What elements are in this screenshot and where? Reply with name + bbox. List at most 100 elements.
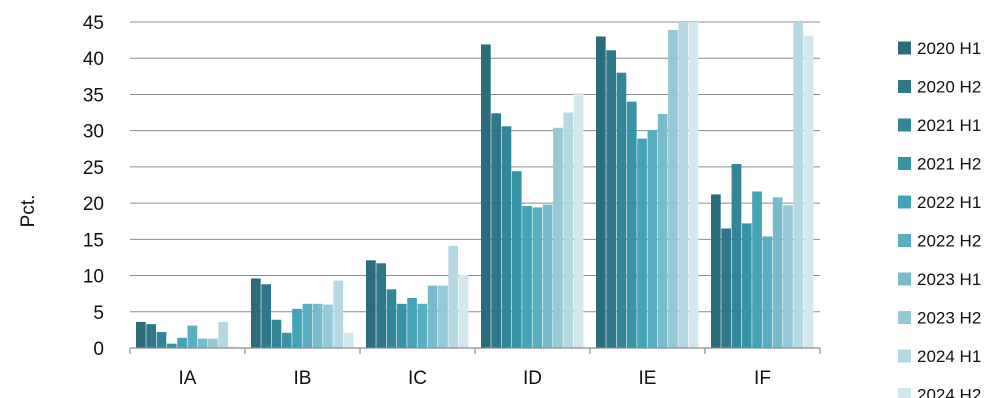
bar-IE-2024-H1 (678, 22, 689, 348)
bar-IA-2022-H1 (177, 337, 187, 348)
legend-item: 2024 H1 (898, 347, 981, 366)
bar-IF-2021-H1 (731, 163, 742, 348)
bar-ID-2021-H1 (501, 126, 512, 348)
y-tick-label: 0 (93, 339, 104, 360)
legend-item: 2021 H2 (898, 155, 981, 174)
bar-IE-2020-H2 (606, 50, 616, 349)
legend-label: 2020 H2 (917, 78, 981, 97)
bar-IC-2020-H2 (376, 263, 386, 348)
bar-ID-2020-H2 (491, 113, 501, 348)
x-tick-label: IC (408, 368, 427, 389)
legend: 2020 H1 2020 H2 2021 H1 2021 H2 2022 H1 2022 … (898, 39, 981, 398)
legend-swatch (898, 311, 911, 324)
bar-ID-2023-H1 (542, 204, 553, 348)
bar-IC-2021-H2 (396, 303, 407, 348)
bar-IF-2023-H1 (772, 197, 783, 348)
bar-IA-2022-H2 (187, 325, 198, 348)
legend-label: 2020 H1 (917, 39, 981, 58)
legend-item: 2020 H1 (898, 39, 981, 58)
bar-IA-2023-H1 (197, 338, 208, 348)
bar-IE-2022-H2 (647, 129, 658, 348)
bar-IA-2024-H1 (218, 321, 229, 348)
legend-swatch (898, 388, 911, 398)
bar-IB-2020-H2 (261, 284, 271, 348)
legend-item: 2023 H1 (898, 270, 981, 289)
legend-label: 2021 H1 (917, 116, 981, 135)
bar-IF-2020-H2 (721, 228, 731, 348)
x-tick-label: IF (754, 368, 771, 389)
bar-IC-2023-H1 (427, 285, 438, 348)
bar-ID-2021-H2 (511, 171, 522, 348)
legend-item: 2023 H2 (898, 309, 981, 328)
y-axis-label: Pct. (18, 195, 39, 228)
y-tick-label: 40 (83, 49, 104, 70)
bar-ID-2024-H2 (573, 92, 584, 349)
y-tick-label: 5 (93, 303, 104, 324)
bar-IF-2023-H2 (783, 205, 793, 348)
bar-IB-2022-H2 (302, 303, 313, 348)
bar-IE-2020-H1 (596, 36, 606, 348)
x-tick-labels: IA IB IC ID IE IF (179, 368, 771, 389)
legend-swatch (898, 80, 911, 93)
bar-IB-2023-H1 (312, 303, 323, 348)
bar-IC-2023-H2 (438, 285, 448, 348)
legend-item: 2024 H2 (898, 386, 981, 398)
x-tick-label: IB (294, 368, 312, 389)
y-tick-label: 20 (83, 194, 104, 215)
bar-IC-2021-H1 (386, 289, 397, 348)
bar-IA-2023-H2 (208, 338, 218, 348)
legend-swatch (898, 157, 911, 170)
y-tick-label: 35 (83, 85, 104, 106)
legend-item: 2022 H2 (898, 232, 981, 251)
bar-IE-2021-H2 (626, 101, 637, 348)
legend-swatch (898, 234, 911, 247)
y-tick-label: 25 (83, 158, 104, 179)
x-tick-label: ID (523, 368, 542, 389)
bar-IC-2024-H2 (458, 274, 469, 348)
bar-IA-2021-H1 (156, 332, 167, 348)
legend-label: 2024 H1 (917, 347, 981, 366)
bar-ID-2020-H1 (481, 44, 491, 349)
x-tick-label: IA (179, 368, 197, 389)
legend-item: 2021 H1 (898, 116, 981, 135)
legend-label: 2024 H2 (917, 386, 981, 398)
axes (129, 347, 821, 354)
gridlines (130, 21, 820, 313)
bar-IF-2024-H1 (793, 22, 804, 348)
bars (136, 22, 814, 349)
legend-label: 2023 H1 (917, 270, 981, 289)
bar-IB-2021-H2 (281, 332, 292, 348)
y-tick-label: 10 (83, 267, 104, 288)
bar-IA-2024-H2 (228, 346, 239, 348)
y-tick-label: 15 (83, 230, 104, 251)
bar-IC-2022-H2 (417, 303, 428, 348)
bar-ID-2023-H2 (553, 127, 563, 348)
bar-IF-2020-H1 (711, 194, 721, 348)
legend-swatch (898, 349, 911, 363)
bar-IF-2022-H1 (752, 191, 762, 348)
bar-IA-2020-H2 (146, 324, 156, 348)
bar-IE-2021-H1 (616, 72, 627, 348)
bar-IB-2024-H1 (333, 280, 344, 348)
legend-item: 2022 H1 (898, 193, 981, 212)
bar-IC-2022-H1 (407, 298, 417, 348)
legend-swatch (898, 272, 911, 286)
bar-IE-2023-H1 (657, 114, 668, 348)
legend-label: 2022 H2 (917, 232, 981, 251)
bar-ID-2024-H1 (563, 112, 574, 348)
legend-item: 2020 H2 (898, 78, 981, 97)
bar-IC-2024-H1 (448, 245, 459, 348)
bar-IC-2020-H1 (366, 260, 376, 348)
x-tick-label: IE (639, 368, 657, 389)
bar-IA-2021-H2 (166, 343, 177, 348)
legend-label: 2023 H2 (917, 309, 981, 328)
y-tick-labels: 0 5 10 15 20 25 30 35 40 45 (83, 13, 104, 360)
legend-label: 2022 H1 (917, 193, 981, 212)
bar-IF-2021-H2 (741, 223, 752, 348)
legend-label: 2021 H2 (917, 155, 981, 174)
bar-IA-2020-H1 (136, 321, 146, 348)
bar-IB-2020-H1 (251, 278, 261, 348)
legend-swatch (898, 195, 911, 209)
bar-IF-2024-H2 (803, 35, 814, 349)
bar-IE-2024-H2 (688, 22, 699, 348)
